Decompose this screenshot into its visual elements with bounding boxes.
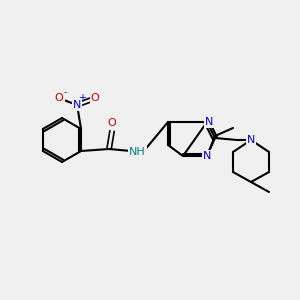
- Text: +: +: [78, 93, 86, 103]
- Text: N: N: [247, 135, 255, 145]
- Text: N: N: [203, 151, 211, 161]
- Text: O: O: [108, 118, 116, 128]
- Text: O: O: [91, 93, 99, 103]
- Text: N: N: [73, 100, 81, 110]
- Text: NH: NH: [129, 147, 146, 157]
- Text: N: N: [205, 117, 213, 127]
- Text: O: O: [55, 93, 63, 103]
- Text: -: -: [63, 87, 67, 97]
